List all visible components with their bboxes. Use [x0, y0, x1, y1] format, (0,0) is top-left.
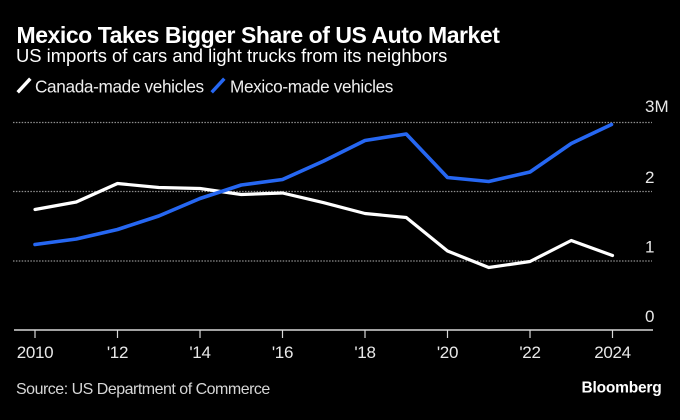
svg-text:'18: '18 — [354, 343, 375, 362]
svg-text:'20: '20 — [437, 343, 458, 362]
svg-text:2: 2 — [645, 168, 654, 187]
svg-text:Canada-made vehicles: Canada-made vehicles — [35, 77, 204, 97]
svg-text:Mexico Takes Bigger Share of U: Mexico Takes Bigger Share of US Auto Mar… — [17, 22, 501, 48]
svg-text:'14: '14 — [189, 343, 210, 362]
svg-text:'16: '16 — [272, 343, 293, 362]
svg-text:2010: 2010 — [17, 343, 54, 362]
svg-text:0: 0 — [645, 307, 654, 326]
svg-text:1: 1 — [645, 238, 654, 257]
svg-text:Source: US Department of Comme: Source: US Department of Commerce — [16, 381, 270, 398]
svg-text:3M: 3M — [645, 97, 669, 116]
svg-text:US imports of cars and light t: US imports of cars and light trucks from… — [16, 45, 447, 66]
svg-text:Mexico-made vehicles: Mexico-made vehicles — [230, 77, 393, 97]
svg-text:'12: '12 — [107, 343, 128, 362]
svg-text:'22: '22 — [519, 343, 540, 362]
svg-text:2024: 2024 — [594, 343, 631, 362]
svg-text:Bloomberg: Bloomberg — [582, 379, 662, 396]
